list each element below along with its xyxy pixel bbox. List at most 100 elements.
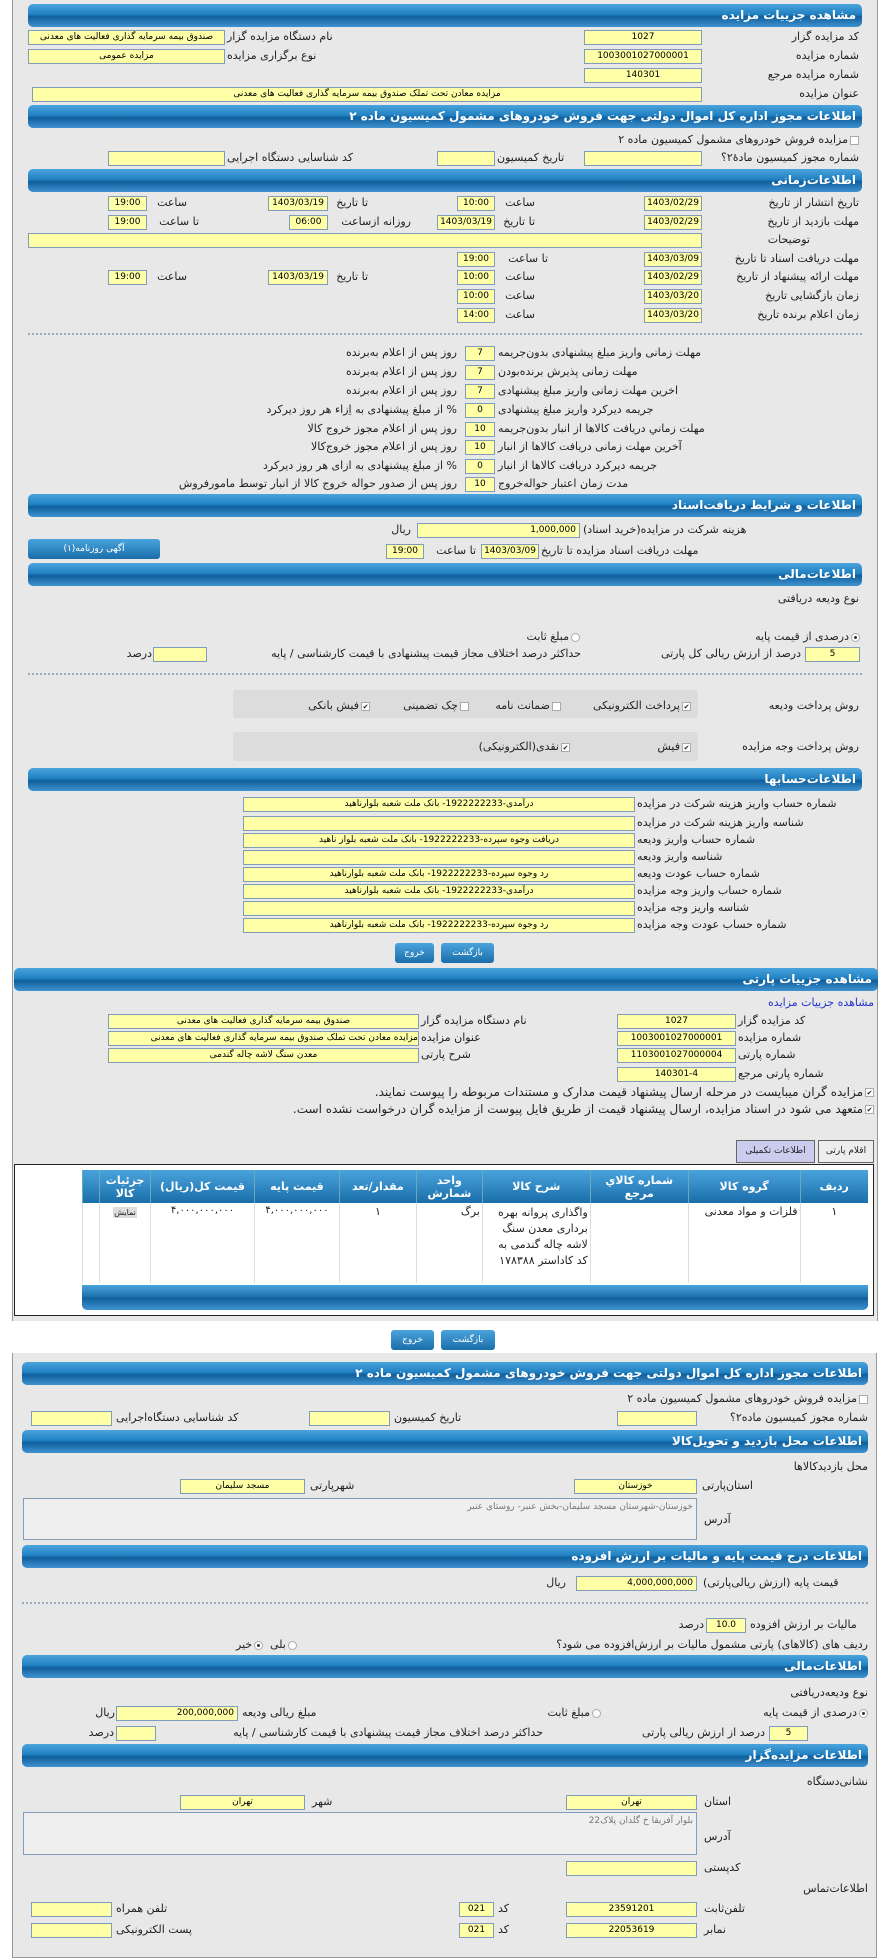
deadline-label: جریمه دیرکرد واریز مبلغ پیشنهادی [498, 403, 654, 416]
label: شماره مجوز کمیسیون مادهٔ۲؟ [721, 151, 859, 164]
account-field: دریافت وجوه سپرده-1922222233- بانک ملت ش… [243, 833, 635, 848]
label: استان‌پارتی [702, 1479, 753, 1492]
visit-to-time-field: 19:00 [108, 215, 147, 230]
vat-yes-radio[interactable]: بلی [270, 1637, 297, 1653]
winner-time-field: 14:00 [457, 308, 495, 323]
newspaper-ad-button[interactable]: آگهی روزنامه(۱) [28, 539, 160, 559]
payment-method-checkbox[interactable]: ✔نقدی(الکترونیکی) [479, 739, 570, 755]
docs-date-field: 1403/03/09 [644, 252, 702, 267]
offer-to-time-field: 19:00 [108, 270, 147, 285]
fixed-radio[interactable]: مبلغ ثابت [527, 629, 580, 645]
label: آدرس [704, 1513, 731, 1526]
label: نوع برگزاری مزایده [227, 49, 317, 62]
offer-from-field: 1403/02/29 [644, 270, 702, 285]
commission-checkbox-2[interactable]: مزایده فروش خودروهای مشمول کمیسیون ماده … [627, 1391, 868, 1407]
attach-required-checkbox[interactable]: ✔مزایده گران میبایست در مرحله ارسال پیشن… [375, 1084, 874, 1100]
deadline-value-field: 7 [465, 346, 495, 361]
party-auctioneer-code-field: 1027 [617, 1014, 736, 1029]
deadline-label: مهلت زمانی پذیرش برنده‌بودن [498, 365, 638, 378]
label: تا تاریخ [503, 215, 535, 228]
deadline-value-field: 10 [465, 440, 495, 455]
deadline-value-field: 10 [465, 422, 495, 437]
visit-from-field: 1403/02/29 [644, 215, 702, 230]
label: نمابر [704, 1923, 726, 1936]
auction-number-field: 1003001027000001 [584, 49, 702, 64]
phone-field: 23591201 [566, 1902, 697, 1917]
percent-field-2: 5 [769, 1726, 808, 1741]
auction-title-field: مزایده معادن تحت تملک صندوق بیمه سرمایه … [32, 87, 702, 102]
max-diff-field [153, 647, 207, 662]
docs-deadline-time-field: 19:00 [386, 544, 424, 559]
deadline-label: مهلت زماني دريافت كالاها از انبار بدون‌ج… [498, 422, 705, 435]
label: درصدی از قیمت پایه [755, 630, 849, 643]
tab-party-items[interactable]: اقلام پارتی [818, 1140, 874, 1163]
label: کد [498, 1923, 510, 1936]
auctioneer-code-field: 1027 [584, 30, 702, 45]
col-row: ردیف [799, 1170, 868, 1203]
radio-icon [851, 632, 860, 642]
deposit-method-checkbox[interactable]: ✔پرداخت الکترونیکی [593, 698, 691, 714]
label: مبلغ ریالی ودیعه [242, 1706, 317, 1719]
label: ساعت [505, 196, 535, 209]
deposit-amount-field: 200,000,000 [116, 1706, 238, 1721]
commission-date-field-2 [309, 1411, 390, 1426]
tab-extra-info[interactable]: اطلاعات تکمیلی [736, 1140, 815, 1163]
publish-time-field: 10:00 [457, 196, 495, 211]
label: شماره مزایده [795, 49, 859, 62]
fax-field: 22053619 [566, 1923, 697, 1938]
label: ریال [95, 1706, 115, 1719]
section-header-docs: اطلاعات و شرایط دریافت‌اسناد [28, 494, 862, 517]
label: مهلت ارائه پیشنهاد از تاریخ [736, 270, 859, 283]
label: نوع ودیعه‌دریافتی [790, 1686, 868, 1699]
offer-time-field: 10:00 [457, 270, 495, 285]
cell-qty: ١ [338, 1203, 417, 1283]
label: ساعت [505, 289, 535, 302]
label: تا ساعت [436, 544, 476, 557]
section-header-finance: اطلاعات‌مالی [28, 563, 862, 586]
label: روزانه ازساعت [341, 215, 411, 228]
party-number-field: 1103001027000004 [617, 1048, 736, 1063]
label: مهلت دریافت اسناد مزایده تا تاریخ [541, 544, 699, 557]
deposit-method-checkbox[interactable]: چک تضمینی [403, 698, 469, 714]
back-button-2[interactable]: بازگشت [441, 1330, 495, 1350]
label: شهر [312, 1795, 333, 1808]
back-button[interactable]: بازگشت [441, 943, 494, 963]
divider [22, 1602, 868, 1604]
account-field: درآمدی-1922222233- بانک ملت شعبه بلوارنا… [243, 884, 635, 899]
fixed-radio-2[interactable]: مبلغ ثابت [548, 1705, 601, 1721]
deadline-suffix: % از مبلغ پیشنهادی به ازای هر روز دیرکرد [263, 459, 457, 472]
payment-method-box [233, 732, 698, 761]
label: فیش بانکی [308, 699, 359, 712]
label: نوع ودیعه دریافتی [777, 592, 859, 605]
visit-to-field: 1403/03/19 [437, 215, 495, 230]
section-header-party: مشاهده جزییات پارتی [14, 968, 878, 991]
deadline-value-field: 0 [465, 459, 495, 474]
percent-radio-2[interactable]: درصدی از قیمت پایه [763, 1705, 868, 1721]
exit-button-2[interactable]: خروج [391, 1330, 434, 1350]
checkbox-icon [552, 701, 561, 711]
col-total: قیمت کل(ریال) [150, 1170, 255, 1203]
vat-no-radio[interactable]: خیر [236, 1637, 264, 1653]
exit-button[interactable]: خروج [395, 943, 434, 963]
percent-radio[interactable]: درصدی از قیمت پایه [755, 629, 860, 645]
show-details-button[interactable]: نمایش [113, 1207, 137, 1218]
label: نام دستگاه مزایده گزار [421, 1014, 527, 1027]
no-attach-checkbox[interactable]: ✔متعهد می شود در اسناد مزایده، ارسال پیش… [293, 1101, 874, 1117]
label: تلفن همراه [116, 1902, 168, 1915]
section-header-auction: مشاهده جزییات مزایده [28, 4, 862, 27]
deadline-label: اخرین مهلت زمانی واریز مبلغ پیشنهادی [498, 384, 678, 397]
radio-icon [254, 1640, 264, 1650]
label: چک تضمینی [403, 699, 458, 712]
org-city-field: تهران [180, 1795, 305, 1810]
col-unit: واحد شمارش [415, 1170, 483, 1203]
label: ساعت [157, 270, 187, 283]
auction-details-link[interactable]: مشاهده جزییات مزایده [768, 996, 874, 1009]
payment-method-checkbox[interactable]: ✔فیش [657, 739, 691, 755]
commission-checkbox[interactable]: مزایده فروش خودروهای مشمول کمیسیون ماده … [618, 132, 859, 148]
deposit-method-checkbox[interactable]: ضمانت نامه [495, 698, 561, 714]
deposit-method-checkbox[interactable]: ✔فیش بانکی [308, 698, 370, 714]
checkbox-icon [460, 701, 469, 711]
deadline-suffix: روز پس از اعلام به‌برنده [345, 384, 457, 397]
cell-unit: برگ [415, 1203, 483, 1283]
label: تا ساعت [159, 215, 199, 228]
